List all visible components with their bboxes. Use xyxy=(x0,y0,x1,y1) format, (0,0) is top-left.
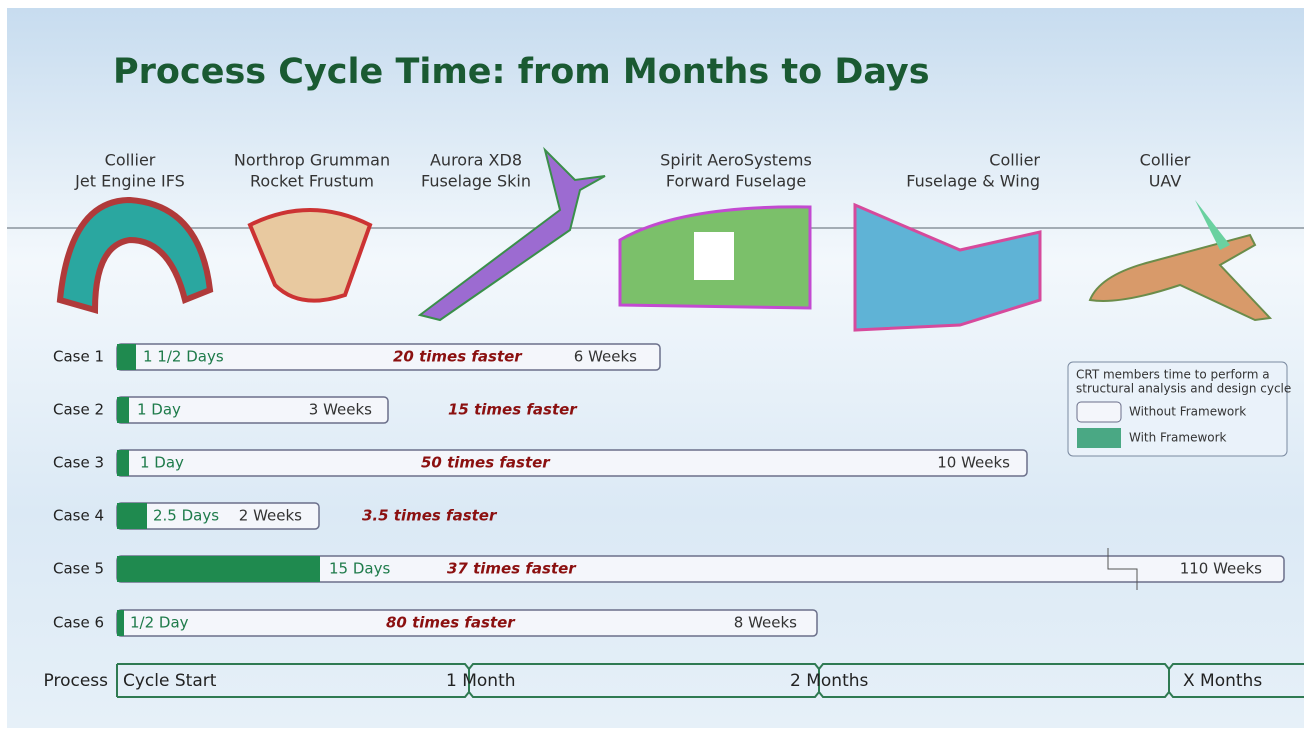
item-label: Rocket Frustum xyxy=(250,172,374,191)
without-label: 10 Weeks xyxy=(937,454,1010,472)
case-label: Case 5 xyxy=(53,560,104,578)
legend-box xyxy=(1067,361,1288,457)
with-bar xyxy=(117,397,129,423)
item-label: Collier xyxy=(989,151,1040,170)
illustrations xyxy=(56,146,1273,332)
speedup-label: 80 times faster xyxy=(386,614,516,632)
case-label: Case 1 xyxy=(53,348,104,366)
axis-label: Process xyxy=(44,671,109,691)
uav-part xyxy=(1088,233,1273,322)
axis-tick-label: X Months xyxy=(1183,671,1262,691)
speedup-label: 37 times faster xyxy=(447,560,577,578)
item-label: Northrop Grumman xyxy=(234,151,390,170)
case-label: Case 3 xyxy=(53,454,104,472)
item-label: UAV xyxy=(1149,172,1182,191)
case-label: Case 4 xyxy=(53,507,104,525)
item-label: Fuselage & Wing xyxy=(906,172,1040,191)
fuselage-part xyxy=(417,146,606,322)
case-label: Case 2 xyxy=(53,401,104,419)
axis-break xyxy=(1107,548,1138,590)
axis-tick-label: Cycle Start xyxy=(123,671,217,691)
speedup-label: 50 times faster xyxy=(421,454,551,472)
item-label: Jet Engine IFS xyxy=(74,172,185,191)
without-label: 8 Weeks xyxy=(734,614,797,632)
speedup-label: 20 times faster xyxy=(393,348,523,366)
with-label: 1 Day xyxy=(140,454,184,472)
without-label: 3 Weeks xyxy=(309,401,372,419)
without-label: 6 Weeks xyxy=(574,348,637,366)
legend-with: With Framework xyxy=(1129,431,1227,445)
legend-without: Without Framework xyxy=(1129,405,1246,419)
speedup-label: 15 times faster xyxy=(448,401,578,419)
axis-band xyxy=(116,663,1304,698)
with-label: 15 Days xyxy=(329,560,390,578)
item-label: Spirit AeroSystems xyxy=(660,151,812,170)
with-label: 1 Day xyxy=(137,401,181,419)
with-bar xyxy=(117,450,129,476)
with-bar xyxy=(117,503,147,529)
door-opening xyxy=(694,232,734,280)
with-bar xyxy=(117,344,136,370)
with-label: 1 1/2 Days xyxy=(143,348,224,366)
frustum-part xyxy=(247,208,373,303)
item-label: Forward Fuselage xyxy=(666,172,806,191)
with-label: 1/2 Day xyxy=(130,614,189,632)
axis-tick-label: 2 Months xyxy=(790,671,869,691)
item-label: Fuselage Skin xyxy=(421,172,531,191)
legend-title: CRT members time to perform a xyxy=(1076,368,1270,382)
item-label: Collier xyxy=(105,151,156,170)
uav-tail xyxy=(1195,200,1230,250)
speedup-label: 3.5 times faster xyxy=(362,507,498,525)
wing-part xyxy=(853,202,1042,332)
case-label: Case 6 xyxy=(53,614,104,632)
item-label: Aurora XD8 xyxy=(430,151,522,170)
without-bar xyxy=(116,449,1028,477)
axis-tick-label: 1 Month xyxy=(446,671,516,691)
with-bar xyxy=(117,610,124,636)
legend-title: structural analysis and design cycle xyxy=(1076,382,1291,396)
with-bar xyxy=(117,556,320,582)
legend-with-swatch xyxy=(1077,428,1121,448)
title: Process Cycle Time: from Months to Days xyxy=(113,52,930,92)
without-label: 2 Weeks xyxy=(239,507,302,525)
item-label: Collier xyxy=(1140,151,1191,170)
engine-part xyxy=(56,196,214,314)
without-label: 110 Weeks xyxy=(1180,560,1262,578)
timeline: Collier Jet Engine IFS Northrop Grumman Roc… xyxy=(44,151,1304,698)
with-label: 2.5 Days xyxy=(153,507,219,525)
legend-without-swatch xyxy=(1076,401,1122,423)
